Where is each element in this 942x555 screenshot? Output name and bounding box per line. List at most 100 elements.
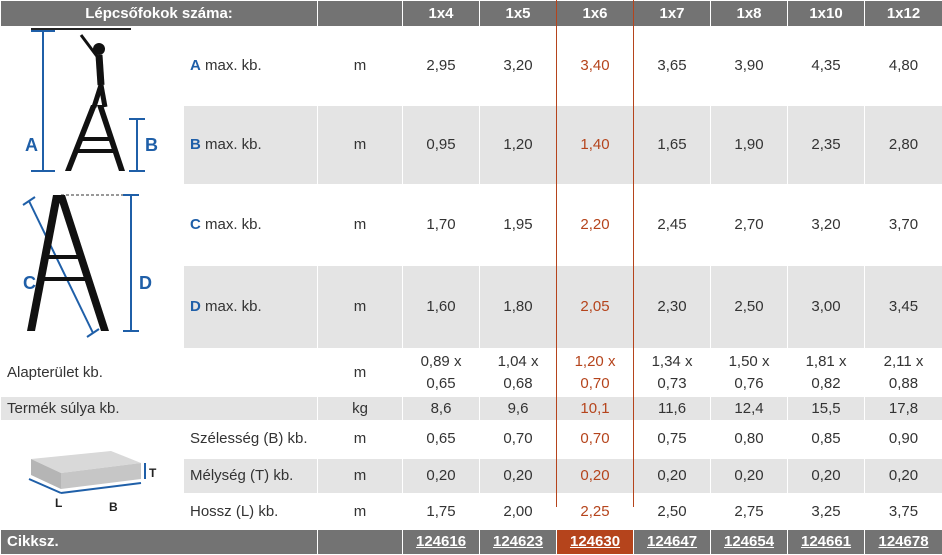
value-cell: 1,20 <box>480 106 557 185</box>
size-header: 1x4 <box>403 1 480 27</box>
value-cell: 0,20 <box>788 458 865 494</box>
value-cell: 0,85 <box>788 421 865 459</box>
label-l: L <box>55 496 62 510</box>
value-cell: 1,75 <box>403 494 480 530</box>
value-cell: 1,65 <box>634 106 711 185</box>
article-code-link[interactable]: 124647 <box>634 530 711 555</box>
value-cell: 0,80 <box>711 421 788 459</box>
value-cell: 2,35 <box>788 106 865 185</box>
value-cell: 2,45 <box>634 185 711 266</box>
value-cell: 1,80 <box>480 265 557 348</box>
value-cell: 0,75 <box>634 421 711 459</box>
value-cell: 11,6 <box>634 397 711 421</box>
ladder-height-diagram: A B <box>1 27 184 185</box>
article-code-link[interactable]: 124678 <box>865 530 942 555</box>
value-cell: 1,95 <box>480 185 557 266</box>
value-cell: 2,30 <box>634 265 711 348</box>
article-code-link[interactable]: 124661 <box>788 530 865 555</box>
unit-cell: m <box>318 349 403 397</box>
value-cell: 0,70 <box>480 421 557 459</box>
value-cell: 3,00 <box>788 265 865 348</box>
spec-table-container: Lépcsőfokok száma: 1x4 1x5 1x6 1x7 1x8 1… <box>0 0 942 532</box>
unit-cell: m <box>318 106 403 185</box>
value-cell: 2,70 <box>711 185 788 266</box>
value-cell: 4,35 <box>788 27 865 106</box>
depth-label: Mélység (T) kb. <box>184 458 318 494</box>
size-header: 1x10 <box>788 1 865 27</box>
value-cell: 0,20 <box>403 458 480 494</box>
value-cell: 2,50 <box>634 494 711 530</box>
dim-c-label: C max. kb. <box>184 185 318 266</box>
value-cell: 8,6 <box>403 397 480 421</box>
unit-cell: m <box>318 185 403 266</box>
size-header: 1x8 <box>711 1 788 27</box>
value-cell: 4,80 <box>865 27 942 106</box>
highlight-column-right-border <box>633 0 634 507</box>
value-cell: 3,20 <box>788 185 865 266</box>
value-cell: 0,20 <box>711 458 788 494</box>
steps-label: Lépcsőfokok száma: <box>1 1 318 27</box>
value-cell: 2,80 <box>865 106 942 185</box>
dim-b-label: B max. kb. <box>184 106 318 185</box>
value-cell: 1,40 <box>557 106 634 185</box>
value-cell: 2,75 <box>711 494 788 530</box>
highlight-column-left-border <box>556 0 557 507</box>
size-header: 1x6 <box>557 1 634 27</box>
package-diagram: T L B <box>1 421 184 530</box>
unit-cell: m <box>318 421 403 459</box>
value-cell: 0,20 <box>557 458 634 494</box>
dim-a-label: A max. kb. <box>184 27 318 106</box>
value-cell: 0,65 <box>403 421 480 459</box>
value-cell: 0,20 <box>480 458 557 494</box>
value-cell: 15,5 <box>788 397 865 421</box>
unit-cell: m <box>318 27 403 106</box>
value-cell: 0,20 <box>634 458 711 494</box>
folded-ladder-icon: C D <box>1 185 184 341</box>
value-cell: 3,75 <box>865 494 942 530</box>
value-cell: 3,25 <box>788 494 865 530</box>
label-t: T <box>149 466 157 480</box>
ladder-folded-diagram: C D <box>1 185 184 349</box>
value-cell: 3,20 <box>480 27 557 106</box>
unit-cell: kg <box>318 397 403 421</box>
label-b-box: B <box>109 500 118 514</box>
value-cell: 2,00 <box>480 494 557 530</box>
value-cell: 0,70 <box>557 421 634 459</box>
value-cell: 9,6 <box>480 397 557 421</box>
article-code-link[interactable]: 124623 <box>480 530 557 555</box>
label-c: C <box>23 273 36 293</box>
unit-cell: m <box>318 458 403 494</box>
width-label: Szélesség (B) kb. <box>184 421 318 459</box>
value-cell: 2,05 <box>557 265 634 348</box>
unit-cell: m <box>318 494 403 530</box>
value-cell: 3,65 <box>634 27 711 106</box>
value-cell: 2,50 <box>711 265 788 348</box>
weight-label: Termék súlya kb. <box>1 397 318 421</box>
header-row: Lépcsőfokok száma: 1x4 1x5 1x6 1x7 1x8 1… <box>1 1 942 27</box>
article-code-link[interactable]: 124630 <box>557 530 634 555</box>
row-weight: Termék súlya kb. kg 8,6 9,6 10,1 11,6 12… <box>1 397 942 421</box>
article-code-link[interactable]: 124616 <box>403 530 480 555</box>
value-cell: 1,70 <box>403 185 480 266</box>
value-cell: 12,4 <box>711 397 788 421</box>
row-a: A B A max. kb. m 2,95 3,20 3,40 3,65 3,9… <box>1 27 942 106</box>
unit-header <box>318 1 403 27</box>
value-cell: 3,40 <box>557 27 634 106</box>
value-cell: 3,90 <box>711 27 788 106</box>
article-code-link[interactable]: 124654 <box>711 530 788 555</box>
value-cell: 2,25 <box>557 494 634 530</box>
label-b: B <box>145 135 158 155</box>
value-cell: 17,8 <box>865 397 942 421</box>
value-cell: 1,60 <box>403 265 480 348</box>
value-cell: 0,20 <box>865 458 942 494</box>
value-cell: 3,70 <box>865 185 942 266</box>
label-d: D <box>139 273 152 293</box>
unit-cell: m <box>318 265 403 348</box>
